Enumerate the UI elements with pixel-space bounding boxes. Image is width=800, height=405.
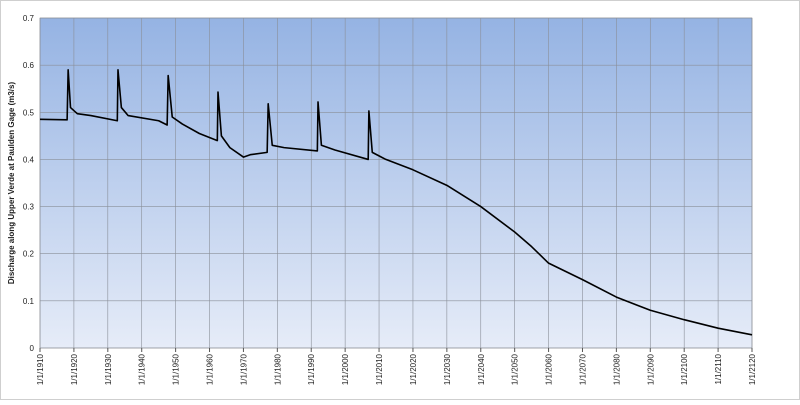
x-tick-label: 1/1/1970 (239, 353, 248, 385)
x-tick-label: 1/1/1910 (36, 353, 45, 385)
y-tick-label: 0.5 (23, 108, 35, 117)
x-tick-label: 1/1/2030 (443, 353, 452, 385)
x-tick-label: 1/1/2050 (511, 353, 520, 385)
x-tick-label: 1/1/2120 (748, 353, 757, 385)
y-tick-label: 0 (30, 344, 35, 353)
y-axis-label: Discharge along Upper Verde at Paulden G… (7, 82, 16, 285)
data-line (39, 69, 753, 336)
x-tick-label: 1/1/1920 (70, 353, 79, 385)
x-tick-label: 1/1/1990 (307, 353, 316, 385)
plot-area (39, 17, 753, 349)
x-tick-label: 1/1/1980 (273, 353, 282, 385)
x-tick-label: 1/1/2000 (341, 353, 350, 385)
y-tick-label: 0.7 (23, 14, 35, 23)
x-tick-label: 1/1/2070 (578, 353, 587, 385)
y-tick-label: 0.4 (23, 155, 35, 164)
x-tick-label: 1/1/2060 (545, 353, 554, 385)
x-tick-label: 1/1/1950 (172, 353, 181, 385)
x-tick-label: 1/1/1930 (104, 353, 113, 385)
x-tick-label: 1/1/2040 (477, 353, 486, 385)
y-tick-label: 0.2 (23, 250, 35, 259)
x-tick-label: 1/1/2110 (714, 353, 723, 384)
y-tick-label: 0.6 (23, 61, 35, 70)
x-tick-label: 1/1/2090 (646, 353, 655, 385)
y-tick-label: 0.1 (23, 297, 35, 306)
y-tick-label: 0.3 (23, 203, 35, 212)
x-tick-label: 1/1/1960 (206, 353, 215, 385)
x-tick-label: 1/1/2080 (612, 353, 621, 385)
x-tick-label: 1/1/2020 (409, 353, 418, 385)
x-tick-label: 1/1/1940 (138, 353, 147, 385)
x-tick-label: 1/1/2010 (375, 353, 384, 385)
x-tick-label: 1/1/2100 (680, 353, 689, 385)
